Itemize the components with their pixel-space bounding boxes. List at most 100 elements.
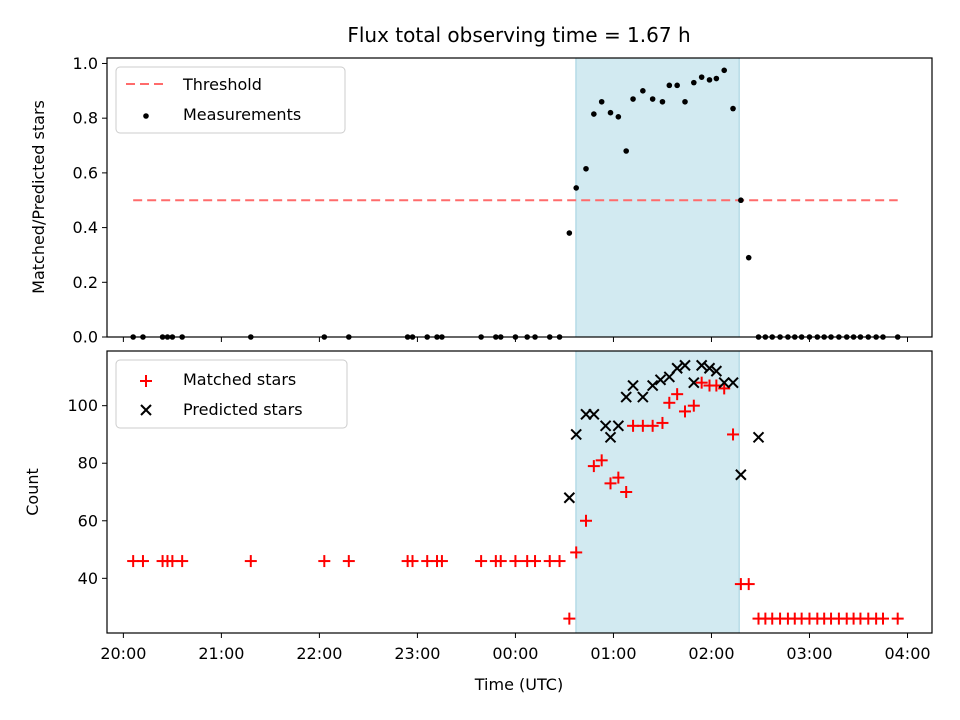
x-tick-label: 03:00 <box>786 644 832 663</box>
measurement-point <box>630 96 636 102</box>
top-y-tick-label: 0.4 <box>73 218 98 237</box>
top-axes-frame <box>106 57 933 338</box>
x-axis-label: Time (UTC) <box>474 675 563 694</box>
top-legend-box <box>115 66 346 134</box>
predicted-star-d2 <box>570 428 582 441</box>
predicted-star-d2 <box>604 431 617 444</box>
bottom-panel: 40 60 80 100 20:00 21:00 22:00 23:00 00:00 01:00… <box>23 350 933 694</box>
matched-star-point <box>494 555 507 568</box>
predicted-star-d2 <box>695 359 708 372</box>
matched-star-point <box>318 555 331 568</box>
predicted-star-point <box>671 362 683 374</box>
measurement-point <box>566 230 573 236</box>
predicted-star-d2 <box>679 359 691 372</box>
bottom-y-axis-label: Count <box>23 468 42 516</box>
matched-star-point <box>570 546 583 559</box>
matched-star-point <box>718 382 731 395</box>
predicted-star-d2 <box>654 374 667 386</box>
legend-predicted-label: Predicted stars <box>183 400 303 419</box>
measurement-point <box>738 197 744 204</box>
matched-star-point <box>876 612 889 625</box>
measurement-point <box>640 88 646 94</box>
measurement-point <box>591 111 597 117</box>
predicted-star-d2 <box>710 365 723 377</box>
predicted-star-point <box>646 379 659 392</box>
top-y-tick-label: 1.0 <box>73 54 98 73</box>
predicted-star-point <box>612 420 625 432</box>
bottom-y-tick-label: 100 <box>67 396 98 415</box>
predicted-star-d2 <box>627 379 639 392</box>
matched-star-point <box>587 460 600 473</box>
matched-star-point <box>620 486 633 498</box>
bottom-y-ticks: 40 60 80 100 <box>67 396 107 588</box>
top-x-ticks <box>122 337 908 342</box>
measurement-point <box>659 98 666 105</box>
matched-star-point <box>646 419 659 432</box>
matched-star-point <box>687 399 700 412</box>
x-tick-label: 02:00 <box>688 644 734 663</box>
measurement-point <box>682 98 688 105</box>
matched-star-point <box>891 612 904 625</box>
legend-predicted-swatch <box>140 404 152 416</box>
top-highlight-span <box>575 57 740 338</box>
predicted-star-d2 <box>620 391 632 403</box>
matched-star-point <box>695 376 708 389</box>
predicted-star-d2 <box>735 469 747 481</box>
matched-star-point <box>475 555 488 568</box>
top-y-tick-label: 0.0 <box>73 328 98 347</box>
predicted-star-point <box>654 374 667 386</box>
measurement-point <box>583 165 589 172</box>
top-y-tick-label: 0.2 <box>73 273 98 292</box>
matched-star-point <box>435 555 448 568</box>
x-tick-label: 21:00 <box>198 644 244 663</box>
measurement-point <box>598 98 605 105</box>
matched-points <box>127 376 904 625</box>
matched-star-point <box>136 555 149 568</box>
measurement-point <box>698 74 705 80</box>
matched-star-point <box>678 405 691 418</box>
predicted-star-point <box>727 376 739 389</box>
matched-star-point <box>563 612 576 625</box>
measurement-point <box>706 77 713 83</box>
matched-star-point <box>604 477 617 490</box>
predicted-star-point <box>718 376 730 389</box>
matched-star-point <box>244 555 257 568</box>
measurement-point <box>730 105 736 112</box>
predicted-star-point <box>599 420 612 432</box>
measurement-point <box>649 96 656 102</box>
predicted-star-d2 <box>688 376 700 389</box>
chart-title: Flux total observing time = 1.67 h <box>347 23 690 47</box>
predicted-star-point <box>703 362 716 374</box>
predicted-star-point <box>710 365 723 377</box>
x-tick-label: 04:00 <box>884 644 930 663</box>
bottom-axes-frame <box>106 350 933 634</box>
measurement-point <box>713 75 720 82</box>
legend-matched-label: Matched stars <box>183 370 296 389</box>
x-tick-label: 22:00 <box>296 644 342 663</box>
predicted-star-d2 <box>752 431 765 444</box>
predicted-star-point <box>588 408 600 421</box>
predicted-star-point <box>627 379 639 392</box>
x-tick-label: 01:00 <box>590 644 636 663</box>
measurement-point <box>623 148 629 154</box>
bottom-legend: Matched stars Predicted stars <box>115 359 348 429</box>
predicted-star-d2 <box>727 376 739 389</box>
predicted-star-d2 <box>703 362 716 374</box>
bottom-y-tick-label: 60 <box>78 511 98 530</box>
top-y-tick-label: 0.6 <box>73 163 98 182</box>
measurement-point <box>721 67 728 74</box>
matched-star-point <box>727 428 740 441</box>
predicted-star-point <box>604 431 617 444</box>
bottom-y-tick-label: 40 <box>78 569 98 588</box>
x-tick-label: 23:00 <box>394 644 440 663</box>
bottom-legend-box <box>115 359 348 429</box>
x-tick-label: 00:00 <box>492 644 538 663</box>
bottom-y-tick-label: 80 <box>78 454 98 473</box>
matched-star-point <box>742 578 755 591</box>
predicted-star-point <box>752 431 765 444</box>
predicted-star-point <box>695 359 708 372</box>
matched-star-point <box>342 555 355 568</box>
predicted-star-d2 <box>563 492 576 504</box>
predicted-points <box>563 359 765 504</box>
bottom-highlight-span <box>575 350 740 634</box>
